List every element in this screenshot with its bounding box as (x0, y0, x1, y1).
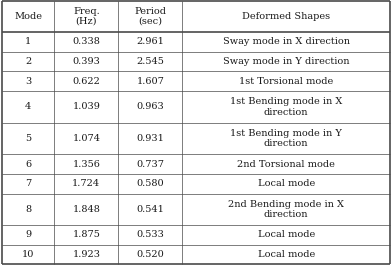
Bar (2, 52, 54, 72)
Bar (2, 174, 54, 193)
Bar (118, 32, 182, 52)
Text: Freq.
(Hz): Freq. (Hz) (73, 7, 100, 26)
Text: 1st Torsional mode: 1st Torsional mode (239, 77, 333, 86)
Bar (54, 91, 118, 123)
Text: 0.931: 0.931 (136, 134, 164, 143)
Bar (118, 193, 182, 225)
Bar (2, 123, 54, 154)
Bar (54, 32, 118, 52)
Bar (182, 32, 390, 52)
Text: 2.961: 2.961 (136, 37, 164, 46)
Text: 8: 8 (25, 205, 31, 214)
Bar (182, 154, 390, 174)
Bar (2, 1, 54, 32)
Bar (182, 1, 390, 32)
Text: 1.875: 1.875 (73, 231, 100, 239)
Bar (182, 72, 390, 91)
Text: Mode: Mode (14, 12, 42, 21)
Bar (118, 225, 182, 245)
Text: Local mode: Local mode (258, 250, 315, 259)
Text: 0.963: 0.963 (136, 102, 164, 111)
Text: 0.338: 0.338 (73, 37, 100, 46)
Text: 0.533: 0.533 (136, 231, 164, 239)
Bar (54, 123, 118, 154)
Text: 1.356: 1.356 (73, 160, 100, 169)
Text: 1st Bending mode in Y
direction: 1st Bending mode in Y direction (230, 129, 342, 148)
Text: 0.622: 0.622 (73, 77, 100, 86)
Bar (2, 245, 54, 264)
Text: 1.039: 1.039 (73, 102, 100, 111)
Bar (182, 245, 390, 264)
Text: 3: 3 (25, 77, 31, 86)
Text: 1.724: 1.724 (72, 179, 100, 188)
Bar (118, 123, 182, 154)
Text: 2nd Bending mode in X
direction: 2nd Bending mode in X direction (228, 200, 344, 219)
Bar (182, 225, 390, 245)
Bar (118, 174, 182, 193)
Bar (118, 154, 182, 174)
Bar (182, 52, 390, 72)
Bar (118, 91, 182, 123)
Bar (2, 91, 54, 123)
Bar (54, 52, 118, 72)
Text: 1.607: 1.607 (136, 77, 164, 86)
Bar (118, 52, 182, 72)
Bar (54, 245, 118, 264)
Text: 2: 2 (25, 57, 31, 66)
Text: 1.848: 1.848 (73, 205, 100, 214)
Bar (2, 32, 54, 52)
Bar (54, 174, 118, 193)
Text: 5: 5 (25, 134, 31, 143)
Bar (54, 1, 118, 32)
Text: 1.923: 1.923 (73, 250, 100, 259)
Bar (54, 72, 118, 91)
Text: Deformed Shapes: Deformed Shapes (242, 12, 330, 21)
Text: 0.737: 0.737 (136, 160, 164, 169)
Bar (2, 154, 54, 174)
Text: Local mode: Local mode (258, 179, 315, 188)
Text: 2nd Torsional mode: 2nd Torsional mode (237, 160, 335, 169)
Bar (2, 225, 54, 245)
Text: 1.074: 1.074 (73, 134, 100, 143)
Bar (118, 1, 182, 32)
Text: 1st Bending mode in X
direction: 1st Bending mode in X direction (230, 97, 343, 117)
Text: Sway mode in X direction: Sway mode in X direction (223, 37, 350, 46)
Text: 4: 4 (25, 102, 31, 111)
Bar (182, 193, 390, 225)
Text: 0.393: 0.393 (73, 57, 100, 66)
Bar (182, 91, 390, 123)
Bar (182, 174, 390, 193)
Text: 6: 6 (25, 160, 31, 169)
Bar (2, 72, 54, 91)
Text: Local mode: Local mode (258, 231, 315, 239)
Text: 1: 1 (25, 37, 31, 46)
Text: 0.580: 0.580 (136, 179, 164, 188)
Text: 7: 7 (25, 179, 31, 188)
Text: 2.545: 2.545 (136, 57, 164, 66)
Bar (54, 154, 118, 174)
Text: 0.520: 0.520 (136, 250, 164, 259)
Text: Period
(sec): Period (sec) (134, 7, 166, 26)
Text: 9: 9 (25, 231, 31, 239)
Bar (2, 193, 54, 225)
Bar (182, 123, 390, 154)
Bar (54, 225, 118, 245)
Text: 0.541: 0.541 (136, 205, 164, 214)
Text: 10: 10 (22, 250, 34, 259)
Bar (118, 245, 182, 264)
Text: Sway mode in Y direction: Sway mode in Y direction (223, 57, 350, 66)
Bar (118, 72, 182, 91)
Bar (54, 193, 118, 225)
